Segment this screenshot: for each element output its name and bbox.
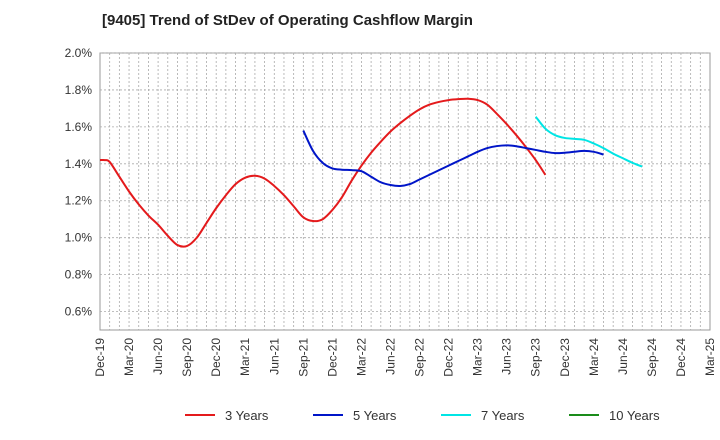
- x-tick-label: Jun-21: [267, 338, 281, 375]
- series-line-7-years: [534, 116, 643, 168]
- y-tick-label: 2.0%: [65, 46, 93, 60]
- plot-frame: [99, 52, 711, 331]
- y-tick-label: 1.0%: [65, 231, 93, 245]
- y-tick-label: 0.8%: [65, 268, 93, 282]
- legend-label-10-years: 10 Years: [609, 408, 660, 423]
- legend-label-3-years: 3 Years: [225, 408, 269, 423]
- y-tick-label: 1.2%: [65, 194, 93, 208]
- x-tick-label: Jun-24: [616, 338, 630, 375]
- x-tick-label: Sep-23: [529, 338, 543, 377]
- x-tick-label: Mar-24: [587, 338, 601, 376]
- series-line-5-years: [302, 130, 604, 187]
- x-tick-label: Sep-20: [180, 338, 194, 377]
- y-tick-label: 1.8%: [65, 83, 93, 97]
- legend-label-7-years: 7 Years: [481, 408, 525, 423]
- x-tick-label: Mar-20: [122, 338, 136, 376]
- plot-area: 0.6% 0.8% 1.0% 1.2% 1.4% 1.6% 1.8% 2.0% Dec-19 Ma…: [65, 46, 717, 377]
- x-tick-label: Jun-20: [151, 338, 165, 375]
- x-tick-label: Dec-19: [93, 338, 107, 377]
- chart-title: [9405] Trend of StDev of Operating Cashf…: [102, 12, 473, 29]
- x-tick-label: Mar-22: [354, 338, 368, 376]
- series-line-3-years: [99, 97, 547, 248]
- x-tick-label: Dec-22: [442, 338, 456, 377]
- x-tick-label: Sep-21: [296, 338, 310, 377]
- x-tick-label: Jun-23: [500, 338, 514, 375]
- x-tick-label: Dec-20: [209, 338, 223, 377]
- x-tick-label: Dec-21: [325, 338, 339, 377]
- y-tick-label: 0.6%: [65, 305, 93, 319]
- y-tick-label: 1.4%: [65, 157, 93, 171]
- x-tick-label: Mar-23: [471, 338, 485, 376]
- y-tick-label: 1.6%: [65, 120, 93, 134]
- legend: 3 Years 5 Years 7 Years 10 Years: [185, 408, 660, 423]
- x-tick-label: Dec-23: [558, 338, 572, 377]
- x-tick-label: Mar-21: [238, 338, 252, 376]
- x-tick-label: Jun-22: [383, 338, 397, 375]
- x-tick-label: Sep-24: [645, 338, 659, 377]
- x-tick-label: Sep-22: [413, 338, 427, 377]
- x-tick-label: Dec-24: [674, 338, 688, 377]
- x-tick-label: Mar-25: [703, 338, 717, 376]
- legend-label-5-years: 5 Years: [353, 408, 397, 423]
